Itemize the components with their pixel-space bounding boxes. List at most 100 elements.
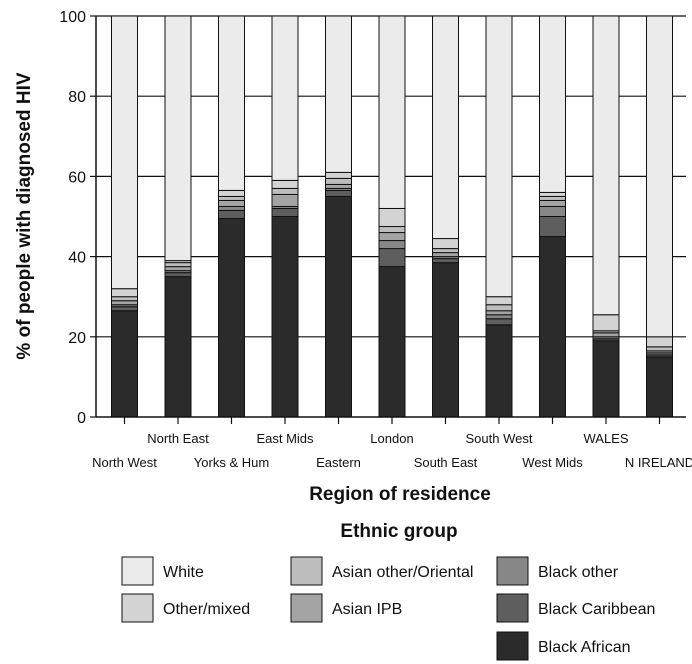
bar-segment xyxy=(432,15,459,240)
bar-segment xyxy=(485,324,513,418)
bar-segment xyxy=(646,15,673,338)
bar-segment xyxy=(378,266,406,418)
bars xyxy=(111,15,673,418)
bar-segment xyxy=(432,252,459,258)
bar-segment xyxy=(378,15,406,209)
legend-swatch xyxy=(121,593,154,623)
bar-segment xyxy=(111,306,138,312)
bar-segment xyxy=(485,318,513,326)
x-tick-label: West Mids xyxy=(522,455,583,470)
legend-label: Black African xyxy=(538,639,630,656)
bar-segment xyxy=(164,15,192,262)
x-tick-label: London xyxy=(370,431,413,446)
bar-segment xyxy=(325,189,352,197)
x-tick-label: Eastern xyxy=(316,455,361,470)
bar-segment xyxy=(592,340,620,418)
bar-segment xyxy=(432,262,459,418)
bar-segment xyxy=(271,216,299,418)
x-tick-label: North East xyxy=(147,431,209,446)
bar-segment xyxy=(539,191,566,197)
legend: White Asian other/Oriental Black other Othe… xyxy=(121,556,655,661)
y-tick-label: 20 xyxy=(68,330,86,347)
bar-segment xyxy=(111,15,138,290)
bar-segment xyxy=(271,15,299,181)
bar-segment xyxy=(378,207,406,228)
bar-segment xyxy=(592,314,620,332)
bar-segment xyxy=(325,171,352,179)
legend-item: Black other xyxy=(496,556,619,586)
bar-segment xyxy=(271,193,299,207)
bar-segment xyxy=(539,15,566,193)
legend-label: Black other xyxy=(538,564,619,581)
bar-segment xyxy=(218,195,245,201)
bar-segment xyxy=(485,15,513,298)
bar-segment xyxy=(485,314,513,320)
legend-label: Asian IPB xyxy=(332,601,402,618)
bar-segment xyxy=(432,258,459,264)
bar-segment xyxy=(378,226,406,234)
legend-item: White xyxy=(121,556,204,586)
bar-segment xyxy=(378,248,406,268)
bar-segment xyxy=(325,15,352,173)
legend-label: Other/mixed xyxy=(163,601,250,618)
bar-segment xyxy=(111,288,138,298)
bar-segment xyxy=(646,346,673,352)
x-tick-label: North West xyxy=(92,455,157,470)
x-tick-label: South West xyxy=(466,431,533,446)
bar-segment xyxy=(485,304,513,312)
bar-segment xyxy=(325,195,352,418)
legend-swatch xyxy=(290,593,323,623)
bar-segment xyxy=(646,336,673,348)
axes: 0 20 40 60 80 100 North West North East Yorks & … xyxy=(59,9,692,470)
x-tick-label: N IRELAND xyxy=(625,455,692,470)
x-tick-label: East Mids xyxy=(256,431,314,446)
bar-segment xyxy=(271,187,299,195)
x-tick-label: South East xyxy=(414,455,478,470)
y-tick-label: 80 xyxy=(68,89,86,106)
bar-segment xyxy=(164,266,192,272)
legend-swatch xyxy=(496,631,529,661)
legend-label: Black Caribbean xyxy=(538,601,655,618)
bar-segment xyxy=(592,15,620,316)
bar-segment xyxy=(164,272,192,278)
bar-segment xyxy=(539,199,566,207)
bar-segment xyxy=(218,189,245,197)
bar-segment xyxy=(485,296,513,306)
bar-segment xyxy=(111,296,138,302)
bar-segment xyxy=(485,310,513,316)
legend-item: Black Caribbean xyxy=(496,593,655,623)
bar-segment xyxy=(432,238,459,250)
bar-segment xyxy=(218,15,245,191)
legend-swatch xyxy=(496,593,529,623)
legend-title: Ethnic group xyxy=(340,521,457,542)
y-tick-label: 0 xyxy=(77,410,86,427)
legend-item: Asian IPB xyxy=(290,593,402,623)
bar-segment xyxy=(271,179,299,189)
bar-segment xyxy=(218,209,245,220)
bar-segment xyxy=(378,232,406,242)
y-tick-label: 60 xyxy=(68,169,86,186)
legend-swatch xyxy=(121,556,154,586)
y-tick-label: 40 xyxy=(68,250,86,267)
bar-segment xyxy=(539,195,566,201)
legend-swatch xyxy=(290,556,323,586)
legend-item: Asian other/Oriental xyxy=(290,556,473,586)
legend-label: Asian other/Oriental xyxy=(332,564,473,581)
legend-label: White xyxy=(163,564,204,581)
y-axis-title: % of people with diagnosed HIV xyxy=(14,72,35,359)
bar-segment xyxy=(378,240,406,250)
bar-segment xyxy=(218,205,245,211)
bar-segment xyxy=(325,183,352,189)
bar-segment xyxy=(271,207,299,217)
bar-segment xyxy=(432,248,459,254)
bar-segment xyxy=(111,310,138,418)
bar-segment xyxy=(539,205,566,218)
y-tick-label: 100 xyxy=(59,9,86,26)
bar-segment xyxy=(164,276,192,418)
bar-segment xyxy=(592,332,620,338)
bar-segment xyxy=(218,199,245,207)
legend-swatch xyxy=(496,556,529,586)
bar-segment xyxy=(539,216,566,238)
bar-segment xyxy=(325,177,352,185)
